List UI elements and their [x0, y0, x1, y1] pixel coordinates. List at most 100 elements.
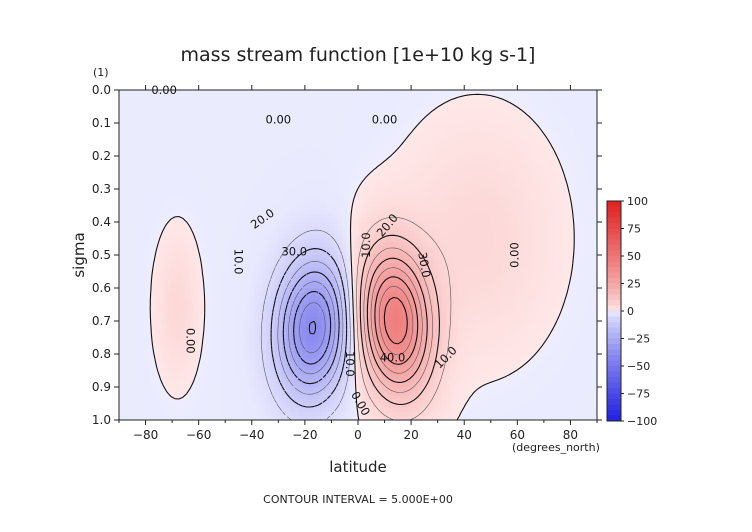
- field-cell: [565, 180, 570, 186]
- field-cell: [397, 147, 403, 153]
- field-cell: [369, 217, 375, 223]
- field-cell: [346, 197, 351, 202]
- field-cell: [549, 222, 554, 227]
- field-cell: [186, 135, 192, 141]
- field-cell: [561, 197, 566, 202]
- field-cell: [198, 205, 204, 211]
- field-cell: [238, 197, 244, 202]
- field-cell: [369, 176, 375, 182]
- field-cell: [134, 259, 140, 264]
- field-cell: [473, 176, 479, 182]
- field-cell: [158, 176, 164, 182]
- field-cell: [330, 222, 335, 227]
- field-cell: [477, 118, 483, 124]
- field-cell: [346, 230, 351, 235]
- field-cell: [158, 213, 164, 219]
- field-cell: [206, 102, 212, 108]
- field-cell: [138, 255, 144, 260]
- field-cell: [377, 98, 383, 103]
- field-cell: [585, 168, 590, 174]
- field-cell: [230, 123, 236, 128]
- field-cell: [457, 250, 463, 256]
- field-cell: [581, 94, 586, 99]
- field-cell: [573, 151, 578, 157]
- field-cell: [537, 234, 542, 240]
- field-cell: [505, 164, 510, 169]
- field-cell: [393, 164, 399, 169]
- field-cell: [222, 143, 228, 149]
- field-cell: [477, 246, 483, 252]
- field-cell: [126, 147, 132, 153]
- field-cell: [222, 147, 228, 153]
- field-cell: [381, 205, 387, 211]
- field-cell: [322, 189, 327, 194]
- field-cell: [218, 193, 224, 198]
- field-cell: [577, 102, 582, 108]
- field-cell: [286, 123, 291, 128]
- field-cell: [497, 114, 502, 120]
- field-cell: [146, 259, 152, 264]
- field-cell: [262, 168, 267, 174]
- field-cell: [158, 168, 164, 174]
- field-cell: [561, 176, 566, 182]
- field-cell: [453, 213, 459, 219]
- field-cell: [198, 213, 204, 219]
- field-cell: [306, 250, 311, 256]
- field-cell: [146, 98, 152, 103]
- field-cell: [190, 201, 196, 207]
- field-cell: [346, 205, 351, 211]
- field-cell: [537, 98, 542, 103]
- field-cell: [274, 230, 279, 235]
- field-cell: [278, 114, 283, 120]
- field-cell: [119, 160, 124, 165]
- field-cell: [433, 143, 439, 149]
- field-cell: [142, 230, 148, 235]
- field-cell: [294, 242, 299, 248]
- field-cell: [409, 230, 415, 235]
- field-cell: [593, 242, 597, 248]
- field-cell: [561, 98, 566, 103]
- field-cell: [310, 209, 315, 215]
- field-cell: [338, 238, 343, 244]
- field-cell: [389, 259, 395, 264]
- field-cell: [565, 131, 570, 136]
- field-cell: [134, 230, 140, 235]
- field-cell: [565, 143, 570, 149]
- field-cell: [290, 127, 295, 132]
- field-cell: [242, 209, 248, 215]
- field-cell: [393, 127, 399, 132]
- field-cell: [178, 246, 184, 252]
- field-cell: [334, 123, 339, 128]
- field-cell: [565, 217, 570, 223]
- field-cell: [270, 94, 275, 99]
- field-cell: [246, 213, 252, 219]
- field-cell: [561, 114, 566, 120]
- field-cell: [354, 197, 359, 202]
- field-cell: [565, 98, 570, 103]
- field-cell: [354, 114, 359, 120]
- field-cell: [266, 255, 271, 260]
- field-cell: [533, 156, 538, 161]
- field-cell: [158, 226, 164, 231]
- field-cell: [282, 176, 287, 182]
- field-cell: [593, 164, 597, 169]
- field-cell: [429, 201, 435, 207]
- field-cell: [589, 180, 594, 186]
- field-cell: [513, 184, 518, 190]
- field-cell: [549, 90, 554, 95]
- field-cell: [493, 197, 499, 202]
- field-cell: [358, 90, 363, 95]
- field-cell: [286, 230, 291, 235]
- field-cell: [417, 164, 423, 169]
- field-cell: [326, 230, 331, 235]
- field-cell: [214, 180, 220, 186]
- field-cell: [377, 164, 383, 169]
- field-cell: [449, 172, 455, 178]
- field-cell: [242, 259, 248, 264]
- field-cell: [138, 217, 144, 223]
- field-cell: [561, 234, 566, 240]
- field-cell: [274, 135, 279, 141]
- field-cell: [533, 226, 538, 231]
- field-cell: [585, 164, 590, 169]
- field-cell: [146, 184, 152, 190]
